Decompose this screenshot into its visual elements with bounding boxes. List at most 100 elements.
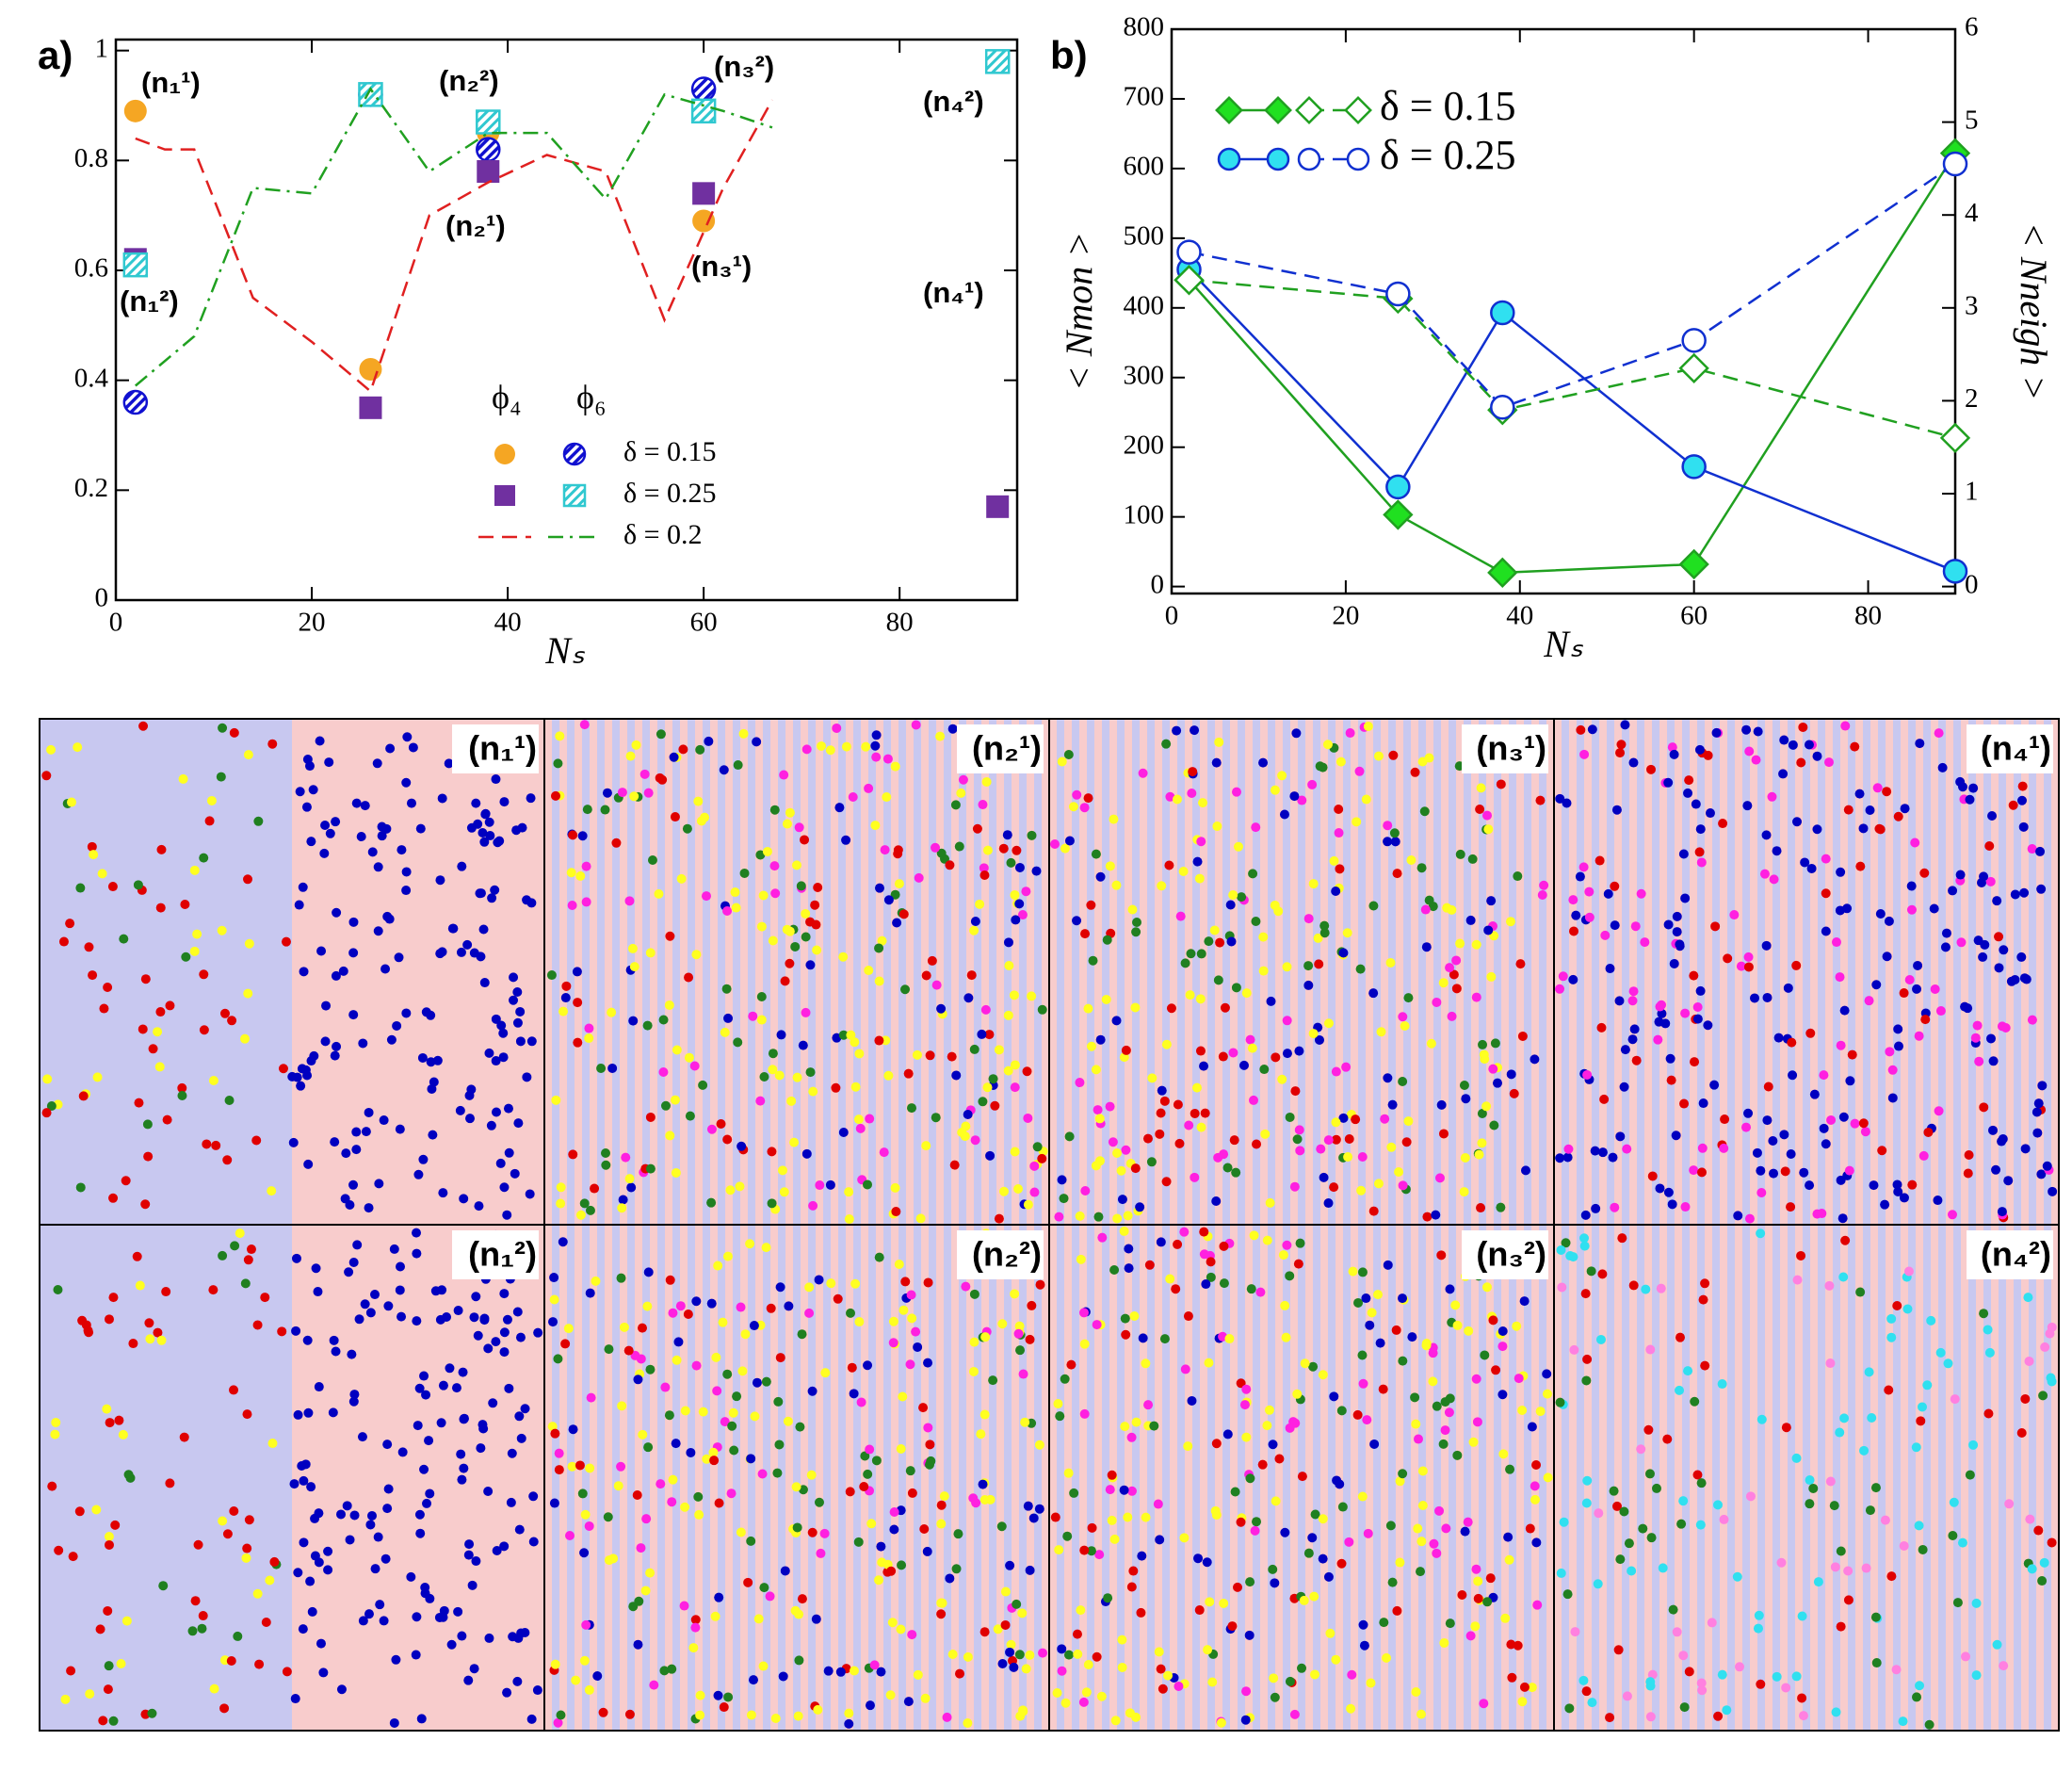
- particle: [1432, 1548, 1442, 1558]
- particle: [1207, 1677, 1218, 1687]
- particle: [123, 1470, 134, 1480]
- particle: [1387, 1099, 1398, 1110]
- stripe: [733, 1225, 740, 1731]
- particle: [1438, 978, 1449, 988]
- particle: [192, 929, 202, 939]
- particle: [796, 881, 806, 891]
- particle: [811, 1614, 821, 1624]
- particle: [1798, 1711, 1808, 1721]
- particle: [133, 880, 143, 890]
- stripe: [733, 719, 740, 1225]
- stripe: [1562, 719, 1569, 1225]
- particle: [549, 1498, 559, 1508]
- particle: [1323, 1198, 1334, 1209]
- particle: [1880, 1199, 1890, 1210]
- chart: b)Nₛ0 20 40 60 80010020030040050060070080001…: [1050, 12, 2055, 666]
- y2-axis-label: < Nneigh >: [2013, 222, 2055, 401]
- particle: [1338, 1113, 1349, 1123]
- particle: [925, 1050, 935, 1061]
- particle: [484, 1048, 494, 1058]
- stripe: [1185, 1225, 1192, 1731]
- particle: [104, 1532, 114, 1542]
- particle: [1245, 1577, 1255, 1587]
- particle: [1323, 1135, 1334, 1146]
- particle: [2027, 844, 2037, 854]
- label-box: [1462, 1230, 1548, 1279]
- particle: [1111, 1016, 1122, 1026]
- particle: [206, 795, 217, 805]
- particle: [898, 909, 909, 919]
- particle: [143, 1151, 154, 1162]
- snapshot-label: (n₂¹): [972, 729, 1042, 768]
- stripe: [853, 1225, 861, 1731]
- particle: [75, 883, 86, 893]
- particle: [1955, 776, 1966, 787]
- particle: [135, 1280, 145, 1291]
- particle: [1398, 1469, 1408, 1479]
- particle: [1274, 1454, 1285, 1464]
- particle: [808, 1200, 818, 1211]
- particle: [1847, 1049, 1857, 1060]
- particle: [1482, 810, 1493, 821]
- particle: [1700, 1278, 1710, 1289]
- stripe: [1501, 719, 1509, 1225]
- stripe: [1727, 1225, 1735, 1731]
- particle: [467, 1580, 478, 1590]
- particle: [281, 936, 291, 947]
- stripe: [1908, 1225, 1916, 1731]
- particle: [684, 972, 694, 983]
- stripe: [1878, 719, 1886, 1225]
- stripe: [1079, 719, 1087, 1225]
- particle: [1615, 748, 1626, 758]
- particle: [586, 1392, 596, 1403]
- stripe: [1577, 1225, 1584, 1731]
- particle: [722, 1369, 733, 1379]
- particle: [1483, 824, 1494, 835]
- stripe: [2044, 1225, 2051, 1731]
- particle: [1146, 1157, 1157, 1167]
- particle: [254, 1659, 265, 1669]
- particle: [491, 1014, 501, 1024]
- snapshots: (n₁¹) (n₂¹) (n₃¹) (n₄¹)(n₁²) (n₂²) (n₃²) (n₄²): [39, 718, 2060, 1732]
- stripe: [785, 1225, 793, 1731]
- particle: [347, 1349, 357, 1359]
- stripe: [1946, 1225, 1953, 1731]
- particle: [2045, 1328, 2055, 1339]
- particle: [808, 1086, 818, 1097]
- stripe: [1079, 1225, 1087, 1731]
- particle: [772, 1468, 783, 1478]
- particle: [1186, 949, 1196, 959]
- stripe: [1275, 1225, 1283, 1731]
- particle: [1481, 1282, 1492, 1293]
- particle: [1378, 1384, 1388, 1394]
- marker: [1264, 96, 1292, 124]
- stripe: [1027, 719, 1034, 1225]
- stripe: [1592, 719, 1599, 1225]
- particle: [1653, 1034, 1663, 1045]
- particle: [1557, 1282, 1567, 1293]
- stripe: [680, 719, 688, 1225]
- particle: [1875, 909, 1886, 919]
- stripe: [1290, 719, 1298, 1225]
- stripe: [1961, 719, 1968, 1225]
- particle: [1562, 1152, 1573, 1163]
- stripe: [1366, 719, 1373, 1225]
- particle: [1117, 1662, 1127, 1672]
- particle: [785, 807, 795, 818]
- particle: [488, 1398, 498, 1408]
- particle: [888, 1338, 898, 1348]
- particle: [1750, 993, 1760, 1003]
- particle: [1432, 997, 1442, 1007]
- particle: [499, 1541, 510, 1552]
- particle: [2032, 1128, 2043, 1138]
- particle: [1241, 1686, 1252, 1697]
- particle: [1357, 1267, 1368, 1277]
- particle: [1922, 1380, 1933, 1391]
- particle: [2010, 974, 2020, 984]
- particle: [1665, 1053, 1675, 1064]
- y2-tick-label: 6: [1965, 12, 1979, 42]
- particle: [923, 1277, 933, 1288]
- stripe: [1855, 719, 1863, 1225]
- particle: [936, 1500, 947, 1510]
- particle: [458, 1367, 468, 1377]
